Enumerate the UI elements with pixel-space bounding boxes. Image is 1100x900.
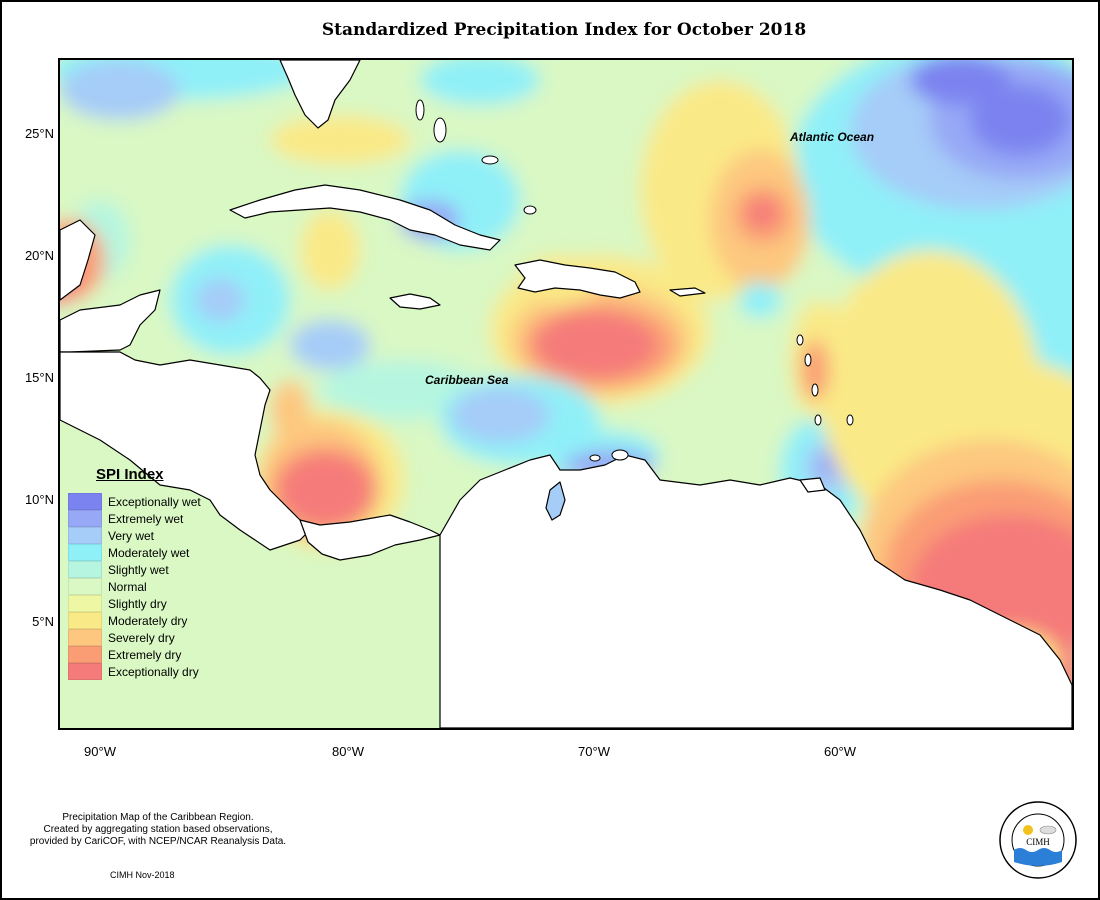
legend-swatch [68, 595, 102, 612]
spi-map: Atlantic Ocean Caribbean Sea [58, 58, 1074, 730]
credit-text: CIMH Nov-2018 [110, 870, 175, 880]
land-panama [299, 514, 441, 561]
caption-line-2: Created by aggregating station based obs… [43, 824, 273, 835]
land-florida [279, 60, 361, 129]
legend-title: SPI Index [96, 466, 164, 483]
spi-map-canvas [60, 60, 1072, 728]
lon-tick-70w: 70°W [578, 744, 610, 759]
legend-label: Severely dry [108, 630, 175, 645]
legend-label: Moderately wet [108, 545, 190, 560]
land-cuba [229, 184, 501, 251]
land-south-america [439, 454, 1072, 728]
legend-swatch [68, 510, 102, 527]
land-trinidad [799, 477, 826, 493]
legend-label: Normal [108, 579, 147, 594]
legend-item: Exceptionally dry [68, 663, 248, 680]
legend-rows: Exceptionally wet Extremely wet Very wet Mo… [68, 493, 248, 680]
cimh-logo: CIMH [998, 800, 1078, 880]
legend-item: Slightly wet [68, 561, 248, 578]
legend-swatch [68, 578, 102, 595]
legend-label: Extremely dry [108, 647, 182, 662]
legend-swatch [68, 527, 102, 544]
land-mexico [60, 219, 96, 301]
legend-item: Slightly dry [68, 595, 248, 612]
logo-text: CIMH [1026, 837, 1050, 847]
legend-label: Exceptionally dry [108, 664, 199, 679]
legend-label: Extremely wet [108, 511, 184, 526]
legend-label: Very wet [108, 528, 155, 543]
legend-item: Extremely wet [68, 510, 248, 527]
legend-swatch [68, 493, 102, 510]
legend-item: Moderately dry [68, 612, 248, 629]
land-hispaniola [514, 259, 641, 299]
lat-tick-15n: 15°N [24, 370, 54, 385]
label-caribbean-sea: Caribbean Sea [425, 373, 509, 387]
caption-line-3: provided by CariCOF, with NCEP/NCAR Rean… [29, 836, 287, 847]
legend-swatch [68, 663, 102, 680]
land-jamaica [389, 293, 441, 310]
lon-tick-80w: 80°W [332, 744, 364, 759]
lat-tick-25n: 25°N [24, 126, 54, 141]
legend-item: Exceptionally wet [68, 493, 248, 510]
legend-label: Moderately dry [108, 613, 188, 628]
legend-item: Very wet [68, 527, 248, 544]
legend-item: Moderately wet [68, 544, 248, 561]
legend-label: Exceptionally wet [108, 494, 201, 509]
label-atlantic-ocean: Atlantic Ocean [790, 130, 875, 144]
legend-label: Slightly wet [108, 562, 169, 577]
land-central-america [60, 351, 311, 551]
cloud-icon [1039, 825, 1057, 835]
caption-line-1: Precipitation Map of the Caribbean Regio… [62, 812, 254, 823]
lat-tick-20n: 20°N [24, 248, 54, 263]
sun-icon [1023, 825, 1033, 835]
legend-swatch [68, 629, 102, 646]
land-puerto-rico [669, 287, 706, 297]
lon-tick-90w: 90°W [84, 744, 116, 759]
map-title: Standardized Precipitation Index for Oct… [321, 20, 807, 40]
map-caption: Precipitation Map of the Caribbean Regio… [8, 812, 308, 848]
legend-swatch [68, 544, 102, 561]
legend-swatch [68, 561, 102, 578]
legend-item: Normal [68, 578, 248, 595]
legend-label: Slightly dry [108, 596, 167, 611]
lake-maracaibo [545, 481, 566, 521]
lat-tick-10n: 10°N [24, 492, 54, 507]
lat-tick-5n: 5°N [32, 614, 54, 629]
legend-item: Extremely dry [68, 646, 248, 663]
legend-item: Severely dry [68, 629, 248, 646]
spi-legend: SPI Index Exceptionally wet Extremely wet… [68, 466, 248, 680]
legend-swatch [68, 646, 102, 663]
lon-tick-60w: 60°W [824, 744, 856, 759]
legend-swatch [68, 612, 102, 629]
